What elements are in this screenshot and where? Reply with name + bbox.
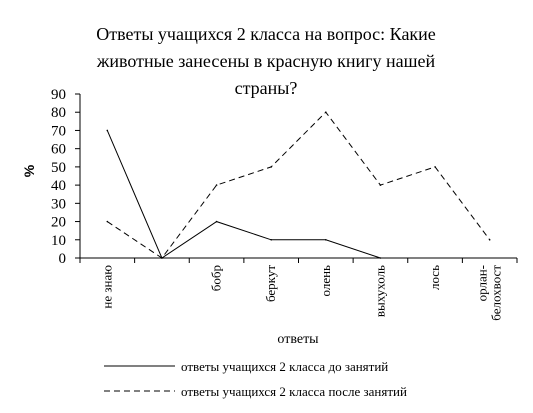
legend-label-2: ответы учащихся 2 класса после занятий: [181, 384, 407, 399]
category-label: орлан-: [475, 265, 490, 301]
data-point-series-2: [106, 220, 109, 223]
y-tick-label: 20: [51, 215, 66, 231]
y-tick-label: 60: [51, 142, 66, 158]
category-label: лось: [427, 265, 442, 290]
category-label: беркут: [263, 265, 278, 302]
x-axis-label: ответы: [277, 332, 319, 347]
y-tick-label: 30: [51, 196, 66, 212]
y-tick-label: 10: [51, 233, 66, 249]
category-label: олень: [318, 265, 333, 297]
data-point-series-1: [106, 129, 109, 132]
y-tick-label: 40: [51, 178, 66, 194]
data-point-series-1: [325, 238, 327, 241]
chart-title-line: Ответы учащихся 2 класса на вопрос: Каки…: [96, 24, 436, 44]
category-label: выхухоль: [372, 265, 387, 317]
legend-label-1: ответы учащихся 2 класса до занятий: [181, 359, 388, 374]
chart-title-line: страны?: [235, 78, 298, 98]
data-point-series-1: [215, 220, 218, 223]
legend: ответы учащихся 2 класса до занятий ответ…: [104, 359, 407, 399]
y-tick-label: 90: [51, 87, 66, 103]
series-line-1: [106, 130, 381, 259]
category-label: белохвост: [489, 265, 504, 321]
data-point-series-2: [488, 238, 491, 241]
data-point-series-2: [325, 111, 327, 114]
data-point-series-2: [161, 257, 163, 259]
data-point-series-1: [379, 257, 382, 259]
series-line-2: [107, 111, 491, 259]
y-tick-label: 50: [51, 160, 66, 176]
chart-title: Ответы учащихся 2 класса на вопрос: Каки…: [96, 24, 436, 98]
category-label: бобр: [209, 265, 224, 291]
data-point-series-2: [270, 166, 272, 168]
category-label: не знаю: [99, 265, 114, 309]
y-axis-label: %: [21, 164, 37, 177]
data-point-series-2: [434, 166, 436, 168]
y-tick-label: 80: [51, 105, 66, 121]
y-tick-label: 70: [51, 123, 66, 139]
data-point-series-2: [379, 184, 382, 186]
data-point-series-2: [215, 184, 218, 186]
y-tick-label: 0: [59, 251, 67, 267]
chart-title-line: животные занесены в красную книгу нашей: [96, 51, 436, 71]
data-point-series-1: [270, 238, 272, 241]
